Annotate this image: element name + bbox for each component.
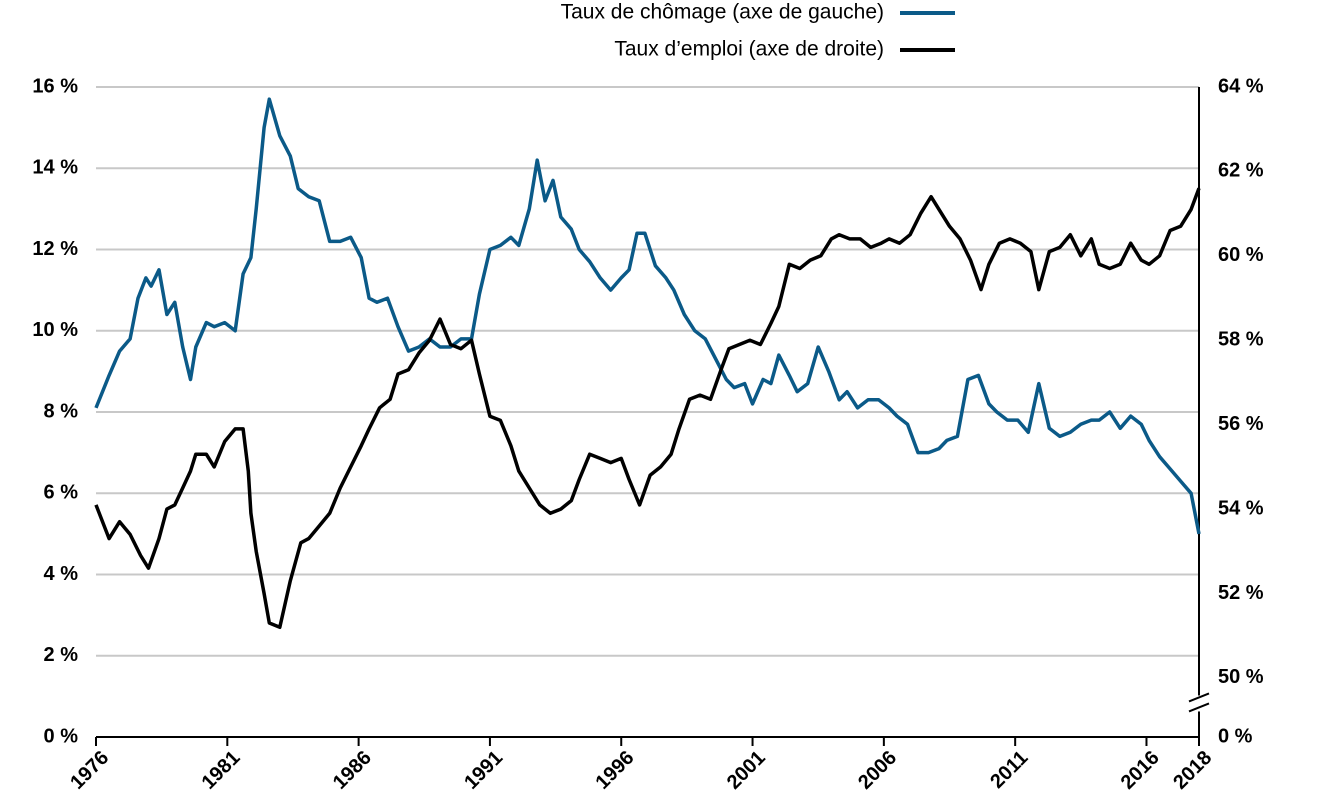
x-tick-label: 2011 — [986, 747, 1032, 793]
x-tick-label: 1976 — [66, 747, 113, 794]
y-tick-label: 16 % — [32, 75, 78, 97]
y-tick-label: 6 % — [44, 482, 79, 504]
y-tick-label: 2 % — [44, 644, 79, 666]
y2-tick-label: 56 % — [1218, 413, 1264, 435]
axis-break — [1188, 702, 1210, 713]
legend-label: Taux d’emploi (axe de droite) — [614, 38, 884, 61]
x-tick-label: 1981 — [198, 747, 245, 794]
y2-tick-label: 62 % — [1218, 160, 1264, 182]
y-tick-label: 8 % — [44, 400, 79, 422]
y-tick-label: 10 % — [32, 319, 78, 341]
axis-break — [1188, 692, 1210, 703]
x-tick-label: 2006 — [854, 747, 901, 794]
series-line — [94, 187, 1201, 630]
y2-tick-label: 52 % — [1218, 582, 1264, 604]
y2-tick-label: 54 % — [1218, 497, 1264, 519]
y2-tick-label: 50 % — [1218, 666, 1264, 688]
x-tick-label: 1996 — [591, 747, 638, 794]
y2-tick-label: 64 % — [1218, 75, 1264, 97]
legend-label: Taux de chômage (axe de gauche) — [561, 1, 884, 24]
x-tick-label: 1986 — [329, 747, 376, 794]
y-tick-label: 0 % — [44, 725, 79, 747]
series-line — [94, 97, 1201, 535]
x-tick-label: 2001 — [723, 747, 770, 794]
y-tick-label: 4 % — [44, 563, 79, 585]
y2-tick-label: 58 % — [1218, 329, 1264, 351]
x-tick-label: 2016 — [1117, 747, 1164, 794]
y-tick-label: 12 % — [32, 238, 78, 260]
x-tick-label: 1991 — [460, 747, 507, 794]
y2-tick-label: 0 % — [1218, 725, 1253, 747]
y2-tick-label: 60 % — [1218, 244, 1264, 266]
x-tick-label: 2018 — [1169, 747, 1216, 794]
y-tick-label: 14 % — [32, 157, 78, 179]
